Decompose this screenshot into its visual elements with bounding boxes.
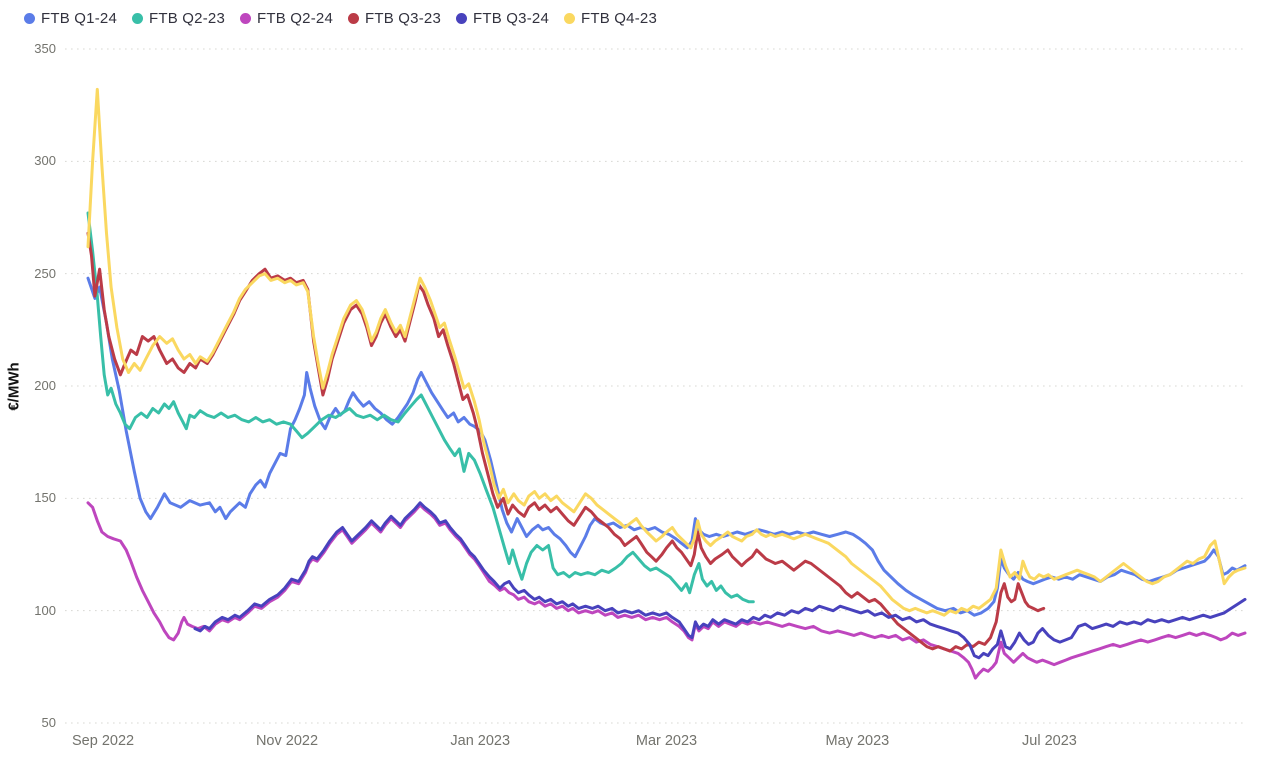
series-line-ftb-q1-24 xyxy=(86,276,1247,617)
series-line-ftb-q4-23 xyxy=(86,87,1247,617)
legend-marker-icon xyxy=(240,13,251,24)
y-axis-title: €/MWh xyxy=(5,362,23,411)
series-line-ftb-q3-24 xyxy=(193,501,1247,660)
legend-label: FTB Q3-23 xyxy=(365,10,441,27)
y-tick-label-200: 200 xyxy=(34,378,56,393)
legend-label: FTB Q2-23 xyxy=(149,10,225,27)
series-line-ftb-q2-24 xyxy=(86,501,1247,680)
legend-marker-icon xyxy=(348,13,359,24)
y-tick-label-300: 300 xyxy=(34,153,56,169)
y-tick-label-250: 250 xyxy=(34,265,56,281)
legend-marker-icon xyxy=(564,13,575,24)
legend-item-ftb-q2-23[interactable]: FTB Q2-23 xyxy=(132,10,225,27)
x-tick-label-mar-2023: Mar 2023 xyxy=(635,733,698,749)
legend-item-ftb-q4-23[interactable]: FTB Q4-23 xyxy=(564,10,657,27)
chart-legend: FTB Q1-24 FTB Q2-23 FTB Q2-24 FTB Q3-23 FTB … xyxy=(24,10,657,27)
y-tick-label-150: 150 xyxy=(34,490,56,506)
legend-label: FTB Q3-24 xyxy=(473,10,549,27)
legend-marker-icon xyxy=(132,13,143,24)
x-tick-label-sep-2022: Sep 2022 xyxy=(71,733,135,749)
y-tick-label-350: 350 xyxy=(34,41,56,56)
x-tick-label-nov-2022: Nov 2022 xyxy=(255,733,319,749)
legend-item-ftb-q1-24[interactable]: FTB Q1-24 xyxy=(24,10,117,27)
legend-item-ftb-q2-24[interactable]: FTB Q2-24 xyxy=(240,10,333,27)
y-tick-label-100: 100 xyxy=(34,602,56,618)
legend-item-ftb-q3-23[interactable]: FTB Q3-23 xyxy=(348,10,441,27)
x-tick-label-jul-2023: Jul 2023 xyxy=(1022,733,1077,749)
legend-item-ftb-q3-24[interactable]: FTB Q3-24 xyxy=(456,10,549,27)
series-line-ftb-q3-23 xyxy=(86,231,1046,653)
y-tick-label-50: 50 xyxy=(41,715,56,730)
series-line-ftb-q2-23 xyxy=(86,211,755,604)
legend-label: FTB Q4-23 xyxy=(581,10,657,27)
legend-label: FTB Q1-24 xyxy=(41,10,117,27)
x-tick-label-may-2023: May 2023 xyxy=(825,733,890,749)
legend-label: FTB Q2-24 xyxy=(257,10,333,27)
legend-marker-icon xyxy=(24,13,35,24)
x-tick-label-jan-2023: Jan 2023 xyxy=(450,733,511,749)
legend-marker-icon xyxy=(456,13,467,24)
